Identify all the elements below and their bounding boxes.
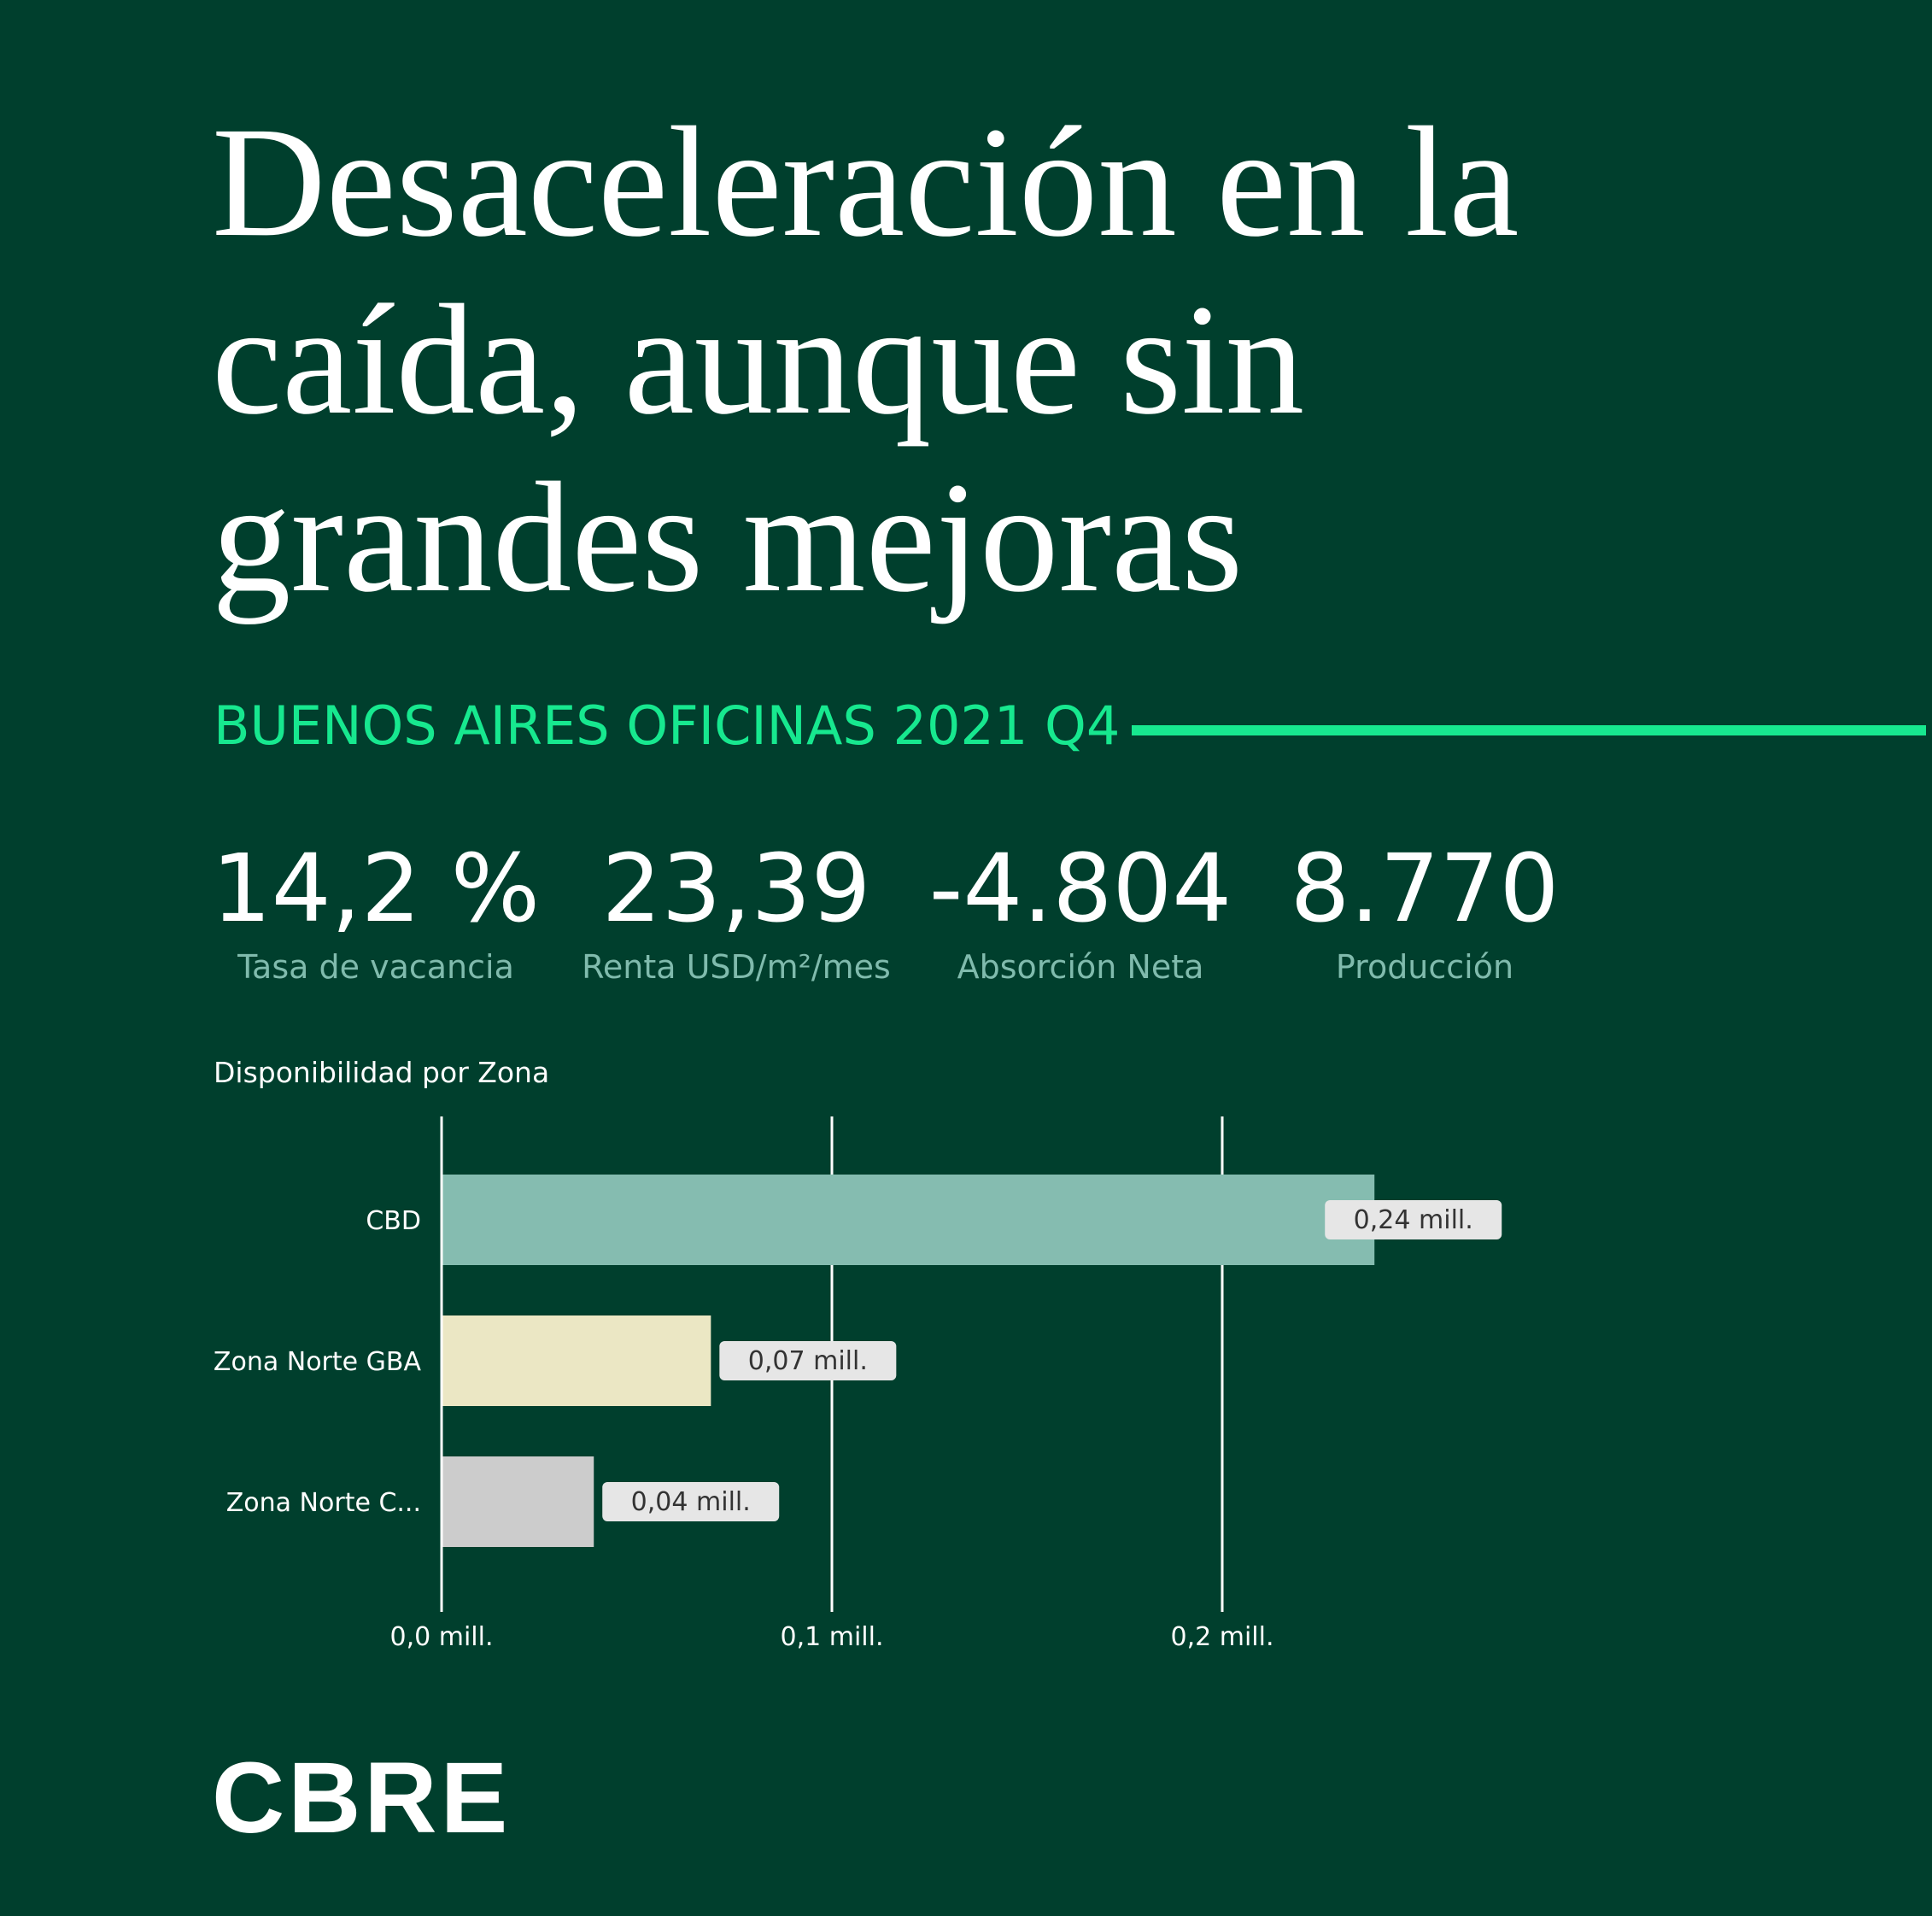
headline: Desaceleración en la caída, aunque sin g… bbox=[212, 94, 1835, 627]
section-divider bbox=[1132, 725, 1926, 735]
headline-line-3: grandes mejoras bbox=[212, 450, 1244, 625]
kpi-vacancy-value: 14,2 % bbox=[211, 834, 541, 943]
kpi-rent-label: Renta USD/m²/mes bbox=[582, 948, 891, 986]
category-label: CBD bbox=[366, 1206, 421, 1236]
kpi-vacancy-label: Tasa de vacancia bbox=[237, 948, 514, 986]
x-tick-label: 0,1 mill. bbox=[780, 1622, 883, 1652]
headline-line-2: caída, aunque sin bbox=[212, 272, 1305, 448]
bar bbox=[442, 1456, 594, 1547]
kpi-rent-value: 23,39 bbox=[601, 834, 871, 943]
category-label: Zona Norte GBA bbox=[214, 1347, 422, 1377]
kpi-vacancy: 14,2 % Tasa de vacancia bbox=[179, 833, 572, 988]
x-tick-label: 0,0 mill. bbox=[389, 1622, 493, 1652]
cbre-logo: CBRE bbox=[212, 1742, 512, 1854]
headline-line-1: Desaceleración en la bbox=[212, 95, 1519, 270]
data-label: 0,24 mill. bbox=[1354, 1205, 1473, 1235]
section-title: BUENOS AIRES OFICINAS 2021 Q4 bbox=[214, 694, 1121, 757]
data-label: 0,04 mill. bbox=[631, 1487, 751, 1517]
x-tick-label: 0,2 mill. bbox=[1170, 1622, 1273, 1652]
chart-title: Disponibilidad por Zona bbox=[214, 1056, 550, 1089]
data-label-box bbox=[719, 1341, 897, 1380]
kpi-absorption-label: Absorción Neta bbox=[957, 948, 1204, 986]
category-label: Zona Norte C... bbox=[226, 1488, 421, 1518]
bar bbox=[442, 1175, 1375, 1265]
kpi-production-label: Producción bbox=[1335, 948, 1514, 986]
kpi-production: 8.770 Producción bbox=[1228, 833, 1621, 988]
data-label-box bbox=[1325, 1200, 1502, 1239]
kpi-rent: 23,39 Renta USD/m²/mes bbox=[540, 833, 933, 988]
kpi-absorption-value: -4.804 bbox=[928, 834, 1232, 943]
kpi-absorption: -4.804 Absorción Neta bbox=[884, 833, 1277, 988]
availability-bar-chart: 0,0 mill. 0,1 mill. 0,2 mill. CBD 0,24 mill.… bbox=[214, 1116, 1502, 1652]
data-label-box bbox=[602, 1482, 780, 1521]
bar bbox=[442, 1315, 711, 1406]
data-label: 0,07 mill. bbox=[748, 1346, 868, 1376]
kpi-production-value: 8.770 bbox=[1290, 834, 1560, 943]
